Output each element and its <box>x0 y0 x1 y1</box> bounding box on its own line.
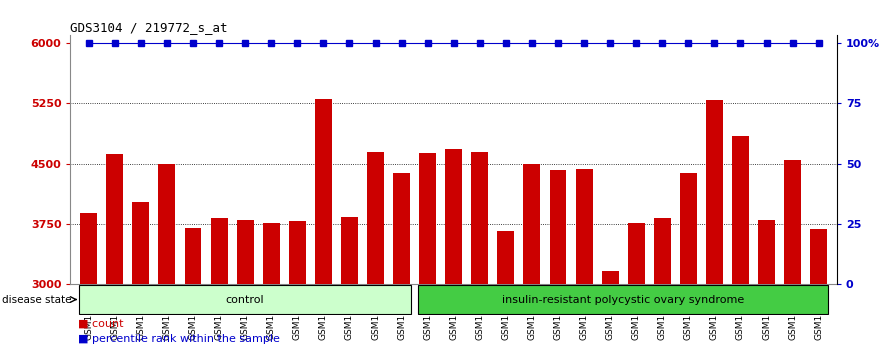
Bar <box>811 229 827 284</box>
Bar <box>237 219 254 284</box>
Bar <box>732 136 749 284</box>
Bar <box>263 223 279 284</box>
Text: ■ count: ■ count <box>78 318 123 328</box>
Bar <box>211 218 227 284</box>
Text: GDS3104 / 219772_s_at: GDS3104 / 219772_s_at <box>70 21 228 34</box>
Bar <box>706 100 723 284</box>
Bar <box>680 173 697 284</box>
Bar <box>289 221 306 284</box>
Text: insulin-resistant polycystic ovary syndrome: insulin-resistant polycystic ovary syndr… <box>502 295 744 304</box>
Bar <box>445 149 463 284</box>
Bar <box>184 228 202 284</box>
Bar <box>628 223 645 284</box>
Bar <box>523 164 540 284</box>
Bar <box>471 152 488 284</box>
Text: control: control <box>226 295 264 304</box>
Bar <box>418 285 828 314</box>
Bar <box>498 231 515 284</box>
Bar <box>132 202 150 284</box>
Bar <box>341 217 358 284</box>
Bar <box>784 160 801 284</box>
Bar <box>419 153 436 284</box>
Bar <box>315 99 332 284</box>
Bar <box>602 271 618 284</box>
Bar <box>159 164 175 284</box>
Bar <box>575 169 593 284</box>
Bar <box>107 154 123 284</box>
Bar <box>654 218 670 284</box>
Bar <box>80 213 97 284</box>
Text: disease state: disease state <box>2 295 71 304</box>
Text: ■ percentile rank within the sample: ■ percentile rank within the sample <box>78 334 280 344</box>
Bar <box>393 173 410 284</box>
Bar <box>550 170 566 284</box>
Bar <box>367 152 384 284</box>
Bar <box>79 285 411 314</box>
Bar <box>758 221 775 284</box>
